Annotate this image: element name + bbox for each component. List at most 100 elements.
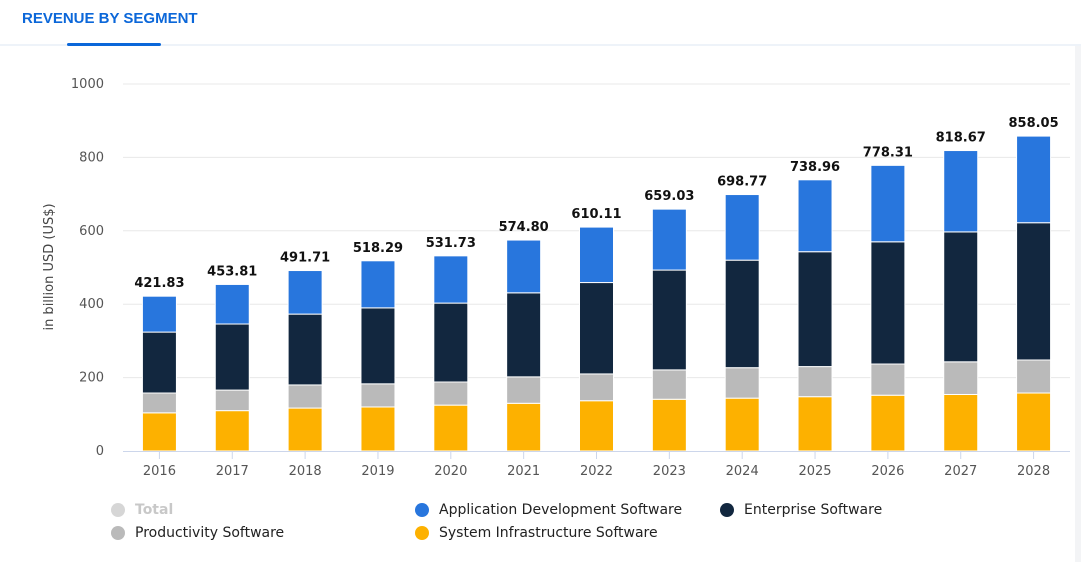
total-label: 738.96 — [790, 160, 840, 175]
legend-item-application-development[interactable]: Application Development Software — [415, 502, 682, 518]
bar-enterprise-software-2028[interactable] — [1016, 222, 1052, 361]
legend-label: Total — [135, 502, 174, 518]
x-axis: 2016 2017 2018 2019 2020 2021 2022 2023 2024 2025… — [123, 451, 1070, 479]
bar-stack-2027 — [943, 150, 979, 452]
bar-productivity-software-2027[interactable] — [943, 361, 979, 395]
total-label: 659.03 — [644, 189, 694, 204]
legend-item-system-infrastructure[interactable]: System Infrastructure Software — [415, 525, 658, 541]
bar-stack-2020 — [433, 255, 469, 452]
bar-application-development-software-2018[interactable] — [287, 270, 323, 315]
bar-system-infrastructure-software-2018[interactable] — [287, 407, 323, 452]
y-axis-ticks: 0 200 400 600 800 1000 — [71, 77, 104, 459]
x-tick-label: 2023 — [653, 464, 686, 479]
bar-system-infrastructure-software-2017[interactable] — [214, 410, 250, 452]
x-tick-label: 2019 — [361, 464, 394, 479]
tab-revenue-by-segment[interactable]: REVENUE BY SEGMENT — [22, 10, 198, 27]
x-tick-label: 2027 — [944, 464, 977, 479]
total-label: 818.67 — [936, 131, 986, 146]
bar-enterprise-software-2018[interactable] — [287, 313, 323, 386]
bar-stack-2023 — [651, 208, 687, 452]
bar-application-development-software-2017[interactable] — [214, 283, 250, 325]
bar-application-development-software-2026[interactable] — [870, 164, 906, 243]
bar-system-infrastructure-software-2028[interactable] — [1016, 392, 1052, 452]
legend-item-productivity[interactable]: Productivity Software — [111, 525, 284, 541]
bar-application-development-software-2022[interactable] — [579, 226, 614, 284]
bar-enterprise-software-2027[interactable] — [943, 231, 979, 363]
bar-stack-2028 — [1016, 135, 1052, 452]
bar-productivity-software-2020[interactable] — [433, 381, 469, 406]
bar-productivity-software-2018[interactable] — [287, 384, 323, 409]
bar-system-infrastructure-software-2027[interactable] — [943, 393, 979, 452]
legend-label: System Infrastructure Software — [439, 525, 658, 541]
bar-application-development-software-2020[interactable] — [433, 255, 469, 304]
total-label: 518.29 — [353, 241, 403, 256]
bar-system-infrastructure-software-2021[interactable] — [506, 402, 542, 452]
y-tick-label: 1000 — [71, 77, 104, 92]
bar-productivity-software-2019[interactable] — [360, 383, 396, 408]
bar-system-infrastructure-software-2026[interactable] — [870, 394, 906, 452]
total-label: 453.81 — [207, 264, 257, 279]
scrollbar-track[interactable] — [1075, 46, 1081, 562]
bar-enterprise-software-2021[interactable] — [506, 292, 542, 378]
tab-divider — [0, 44, 1081, 46]
x-tick-label: 2017 — [216, 464, 249, 479]
bar-application-development-software-2028[interactable] — [1016, 135, 1052, 224]
y-tick-label: 0 — [96, 444, 104, 459]
bar-enterprise-software-2017[interactable] — [214, 323, 250, 391]
bar-productivity-software-2024[interactable] — [724, 367, 760, 399]
bar-enterprise-software-2026[interactable] — [870, 241, 906, 365]
bar-productivity-software-2026[interactable] — [870, 363, 906, 396]
bar-productivity-software-2025[interactable] — [797, 366, 833, 398]
bar-enterprise-software-2023[interactable] — [651, 269, 687, 371]
bar-enterprise-software-2024[interactable] — [724, 259, 760, 369]
bar-system-infrastructure-software-2022[interactable] — [579, 400, 614, 452]
tab-bar: REVENUE BY SEGMENT — [0, 0, 1081, 46]
bar-system-infrastructure-software-2019[interactable] — [360, 406, 396, 452]
bar-system-infrastructure-software-2023[interactable] — [651, 398, 687, 452]
bar-application-development-software-2019[interactable] — [360, 260, 396, 309]
legend-dot-icon — [111, 503, 125, 517]
total-label: 531.73 — [426, 236, 476, 251]
bar-enterprise-software-2022[interactable] — [579, 282, 614, 375]
bar-application-development-software-2016[interactable] — [141, 295, 177, 333]
bar-stack-2017 — [214, 283, 250, 452]
bar-enterprise-software-2025[interactable] — [797, 251, 833, 368]
bar-productivity-software-2023[interactable] — [651, 369, 687, 400]
bar-enterprise-software-2019[interactable] — [360, 307, 396, 385]
legend-dot-icon — [415, 526, 429, 540]
bar-enterprise-software-2020[interactable] — [433, 302, 469, 383]
y-tick-label: 800 — [79, 150, 104, 165]
bar-application-development-software-2021[interactable] — [506, 239, 542, 294]
bar-stack-2016 — [141, 295, 177, 452]
x-tick-label: 2020 — [434, 464, 467, 479]
y-tick-label: 600 — [79, 224, 104, 239]
bar-system-infrastructure-software-2020[interactable] — [433, 404, 469, 452]
x-tick-label: 2025 — [798, 464, 831, 479]
total-label: 421.83 — [134, 276, 184, 291]
bar-productivity-software-2022[interactable] — [579, 373, 614, 402]
bar-productivity-software-2016[interactable] — [141, 392, 177, 414]
total-labels: 421.83 453.81 491.71 518.29 531.73 574.80 610.… — [134, 116, 1058, 291]
legend-item-total[interactable]: Total — [111, 502, 173, 518]
active-tab-indicator — [67, 43, 161, 46]
bar-stack-2025 — [797, 179, 833, 452]
x-tick-label: 2021 — [507, 464, 540, 479]
bar-application-development-software-2023[interactable] — [651, 208, 687, 271]
legend-item-enterprise[interactable]: Enterprise Software — [720, 502, 882, 518]
total-label: 858.05 — [1008, 116, 1058, 131]
bar-stack-2018 — [287, 270, 323, 452]
stacked-bar-chart: 0 200 400 600 800 1000 in billion USD (US$) 2… — [42, 77, 1070, 479]
bar-system-infrastructure-software-2016[interactable] — [141, 412, 177, 452]
bar-system-infrastructure-software-2024[interactable] — [724, 397, 760, 452]
bar-application-development-software-2027[interactable] — [943, 150, 979, 233]
x-tick-label: 2022 — [580, 464, 613, 479]
total-label: 574.80 — [499, 220, 549, 235]
bar-productivity-software-2021[interactable] — [506, 376, 542, 404]
bar-productivity-software-2017[interactable] — [214, 389, 250, 412]
x-tick-label: 2016 — [143, 464, 176, 479]
bar-application-development-software-2024[interactable] — [724, 194, 760, 261]
bar-productivity-software-2028[interactable] — [1016, 359, 1052, 394]
bar-system-infrastructure-software-2025[interactable] — [797, 396, 833, 452]
bar-enterprise-software-2016[interactable] — [141, 331, 177, 394]
bar-application-development-software-2025[interactable] — [797, 179, 833, 253]
